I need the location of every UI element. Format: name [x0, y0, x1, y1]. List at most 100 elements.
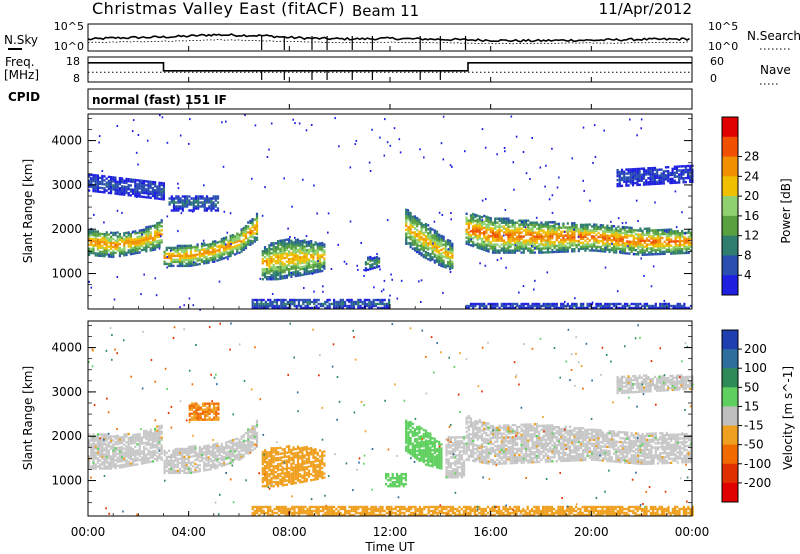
cell-7-2984 — [143, 187, 146, 191]
cell-0-352 — [143, 436, 146, 439]
cell-10-3587 — [505, 306, 508, 310]
cell-5-1878 — [531, 229, 534, 232]
cell-7-2956 — [134, 178, 137, 182]
cell-2-825 — [279, 277, 282, 280]
cell-5-2413 — [634, 237, 638, 240]
cell-0-308 — [156, 239, 159, 243]
cell-1-508 — [209, 253, 212, 256]
cell-5-1673 — [498, 235, 501, 238]
cell-1-496 — [205, 243, 208, 247]
cell-0-436 — [156, 425, 159, 428]
cell-10-3615 — [529, 306, 532, 310]
cell-5-2629 — [681, 235, 684, 239]
cell-10-3784 — [689, 304, 693, 308]
speckle-147 — [522, 285, 525, 288]
cell-2-868 — [283, 262, 286, 266]
cell-0-235 — [140, 242, 143, 246]
cell-0-310 — [156, 233, 159, 237]
cell-4-1413 — [442, 261, 445, 264]
cell-1-744 — [225, 457, 228, 460]
cell-5-1629 — [491, 245, 495, 248]
cell-1-680 — [251, 234, 254, 237]
cell-5-2250 — [604, 250, 607, 253]
cell-8-3090 — [625, 172, 628, 175]
cell-1-409 — [183, 250, 186, 254]
cell-4-1371 — [435, 250, 439, 253]
cell-1-499 — [170, 455, 173, 459]
cell-2-833 — [279, 261, 282, 264]
cell-0-124 — [105, 453, 108, 456]
cell-1-582 — [227, 239, 230, 242]
cell-1-433 — [189, 260, 193, 263]
cell-10-3640 — [551, 304, 554, 308]
cell-5-1525 — [474, 223, 477, 227]
cell-1-505 — [172, 463, 175, 467]
cell-2-758 — [268, 248, 271, 251]
cell-0-15 — [90, 241, 93, 245]
cell-5-2275 — [608, 248, 611, 252]
cell-2-736 — [266, 264, 269, 267]
cell-5-1482 — [467, 241, 470, 244]
cell-5-1565 — [480, 228, 484, 231]
cell-1-350 — [167, 252, 171, 256]
cell-2-1034 — [307, 272, 311, 275]
cell-0-54 — [94, 437, 97, 440]
cell-5-1568 — [480, 222, 484, 225]
cell-1-636 — [240, 228, 243, 231]
cell-1-591 — [189, 467, 193, 470]
cell-0-432 — [156, 435, 159, 438]
cell-4-1365 — [433, 231, 436, 234]
speckle-20 — [529, 178, 531, 180]
cell-1-495 — [205, 247, 208, 251]
cell-8-3203 — [658, 174, 661, 177]
cell-0-188 — [116, 464, 119, 468]
cell-0-459 — [160, 438, 163, 441]
cell-5-2401 — [632, 242, 635, 246]
cell-7-2936 — [127, 178, 130, 181]
cell-0-91 — [101, 453, 104, 456]
cell-10-3682 — [590, 302, 594, 306]
speckle-178 — [227, 258, 229, 261]
cell-1-511 — [209, 245, 212, 248]
cell-5-1566 — [480, 226, 484, 229]
cell-5-1590 — [485, 235, 488, 238]
cell-0-244 — [143, 246, 146, 249]
cell-10-3632 — [544, 304, 547, 308]
cell-8-3071 — [618, 172, 621, 176]
cell-0-85 — [99, 433, 102, 436]
cell-5-2522 — [656, 229, 660, 232]
cell-1-486 — [203, 248, 206, 251]
cell-4-1426 — [444, 252, 447, 255]
cell-1-462 — [196, 247, 199, 250]
cell-1-340 — [163, 250, 166, 254]
cell-2-960 — [296, 266, 300, 269]
cell-4-1251 — [416, 224, 419, 228]
cell-9-3308 — [251, 298, 254, 302]
cell-7-2939 — [129, 188, 132, 191]
cell-0-287 — [151, 246, 154, 250]
cell-8-3254 — [675, 167, 679, 170]
cell-1-618 — [236, 232, 239, 235]
cell-0-230 — [123, 459, 126, 462]
cell-1-596 — [231, 248, 234, 251]
cell-0-437 — [158, 456, 161, 460]
cell-2-743 — [266, 248, 269, 251]
cell-9-3535 — [383, 306, 386, 310]
nsky-tick-bottom: 10^0 — [54, 40, 84, 53]
speckle-162 — [510, 115, 513, 118]
cell-7-2935 — [127, 180, 130, 183]
cell-5-2559 — [665, 232, 668, 235]
cell-4-1334 — [429, 235, 432, 238]
cell-4-1427 — [444, 250, 447, 253]
cell-0-362 — [145, 443, 148, 446]
cell-2-1018 — [305, 272, 308, 276]
cell-4-1282 — [420, 222, 423, 225]
cell-2-774 — [270, 242, 273, 245]
cell-1-739 — [222, 452, 226, 455]
cell-2-744 — [268, 278, 271, 281]
cell-10-3662 — [571, 302, 574, 306]
cell-0-143 — [118, 248, 121, 252]
cell-1-709 — [216, 456, 219, 459]
speckle-230 — [518, 291, 520, 294]
cell-6-2799 — [216, 195, 220, 198]
